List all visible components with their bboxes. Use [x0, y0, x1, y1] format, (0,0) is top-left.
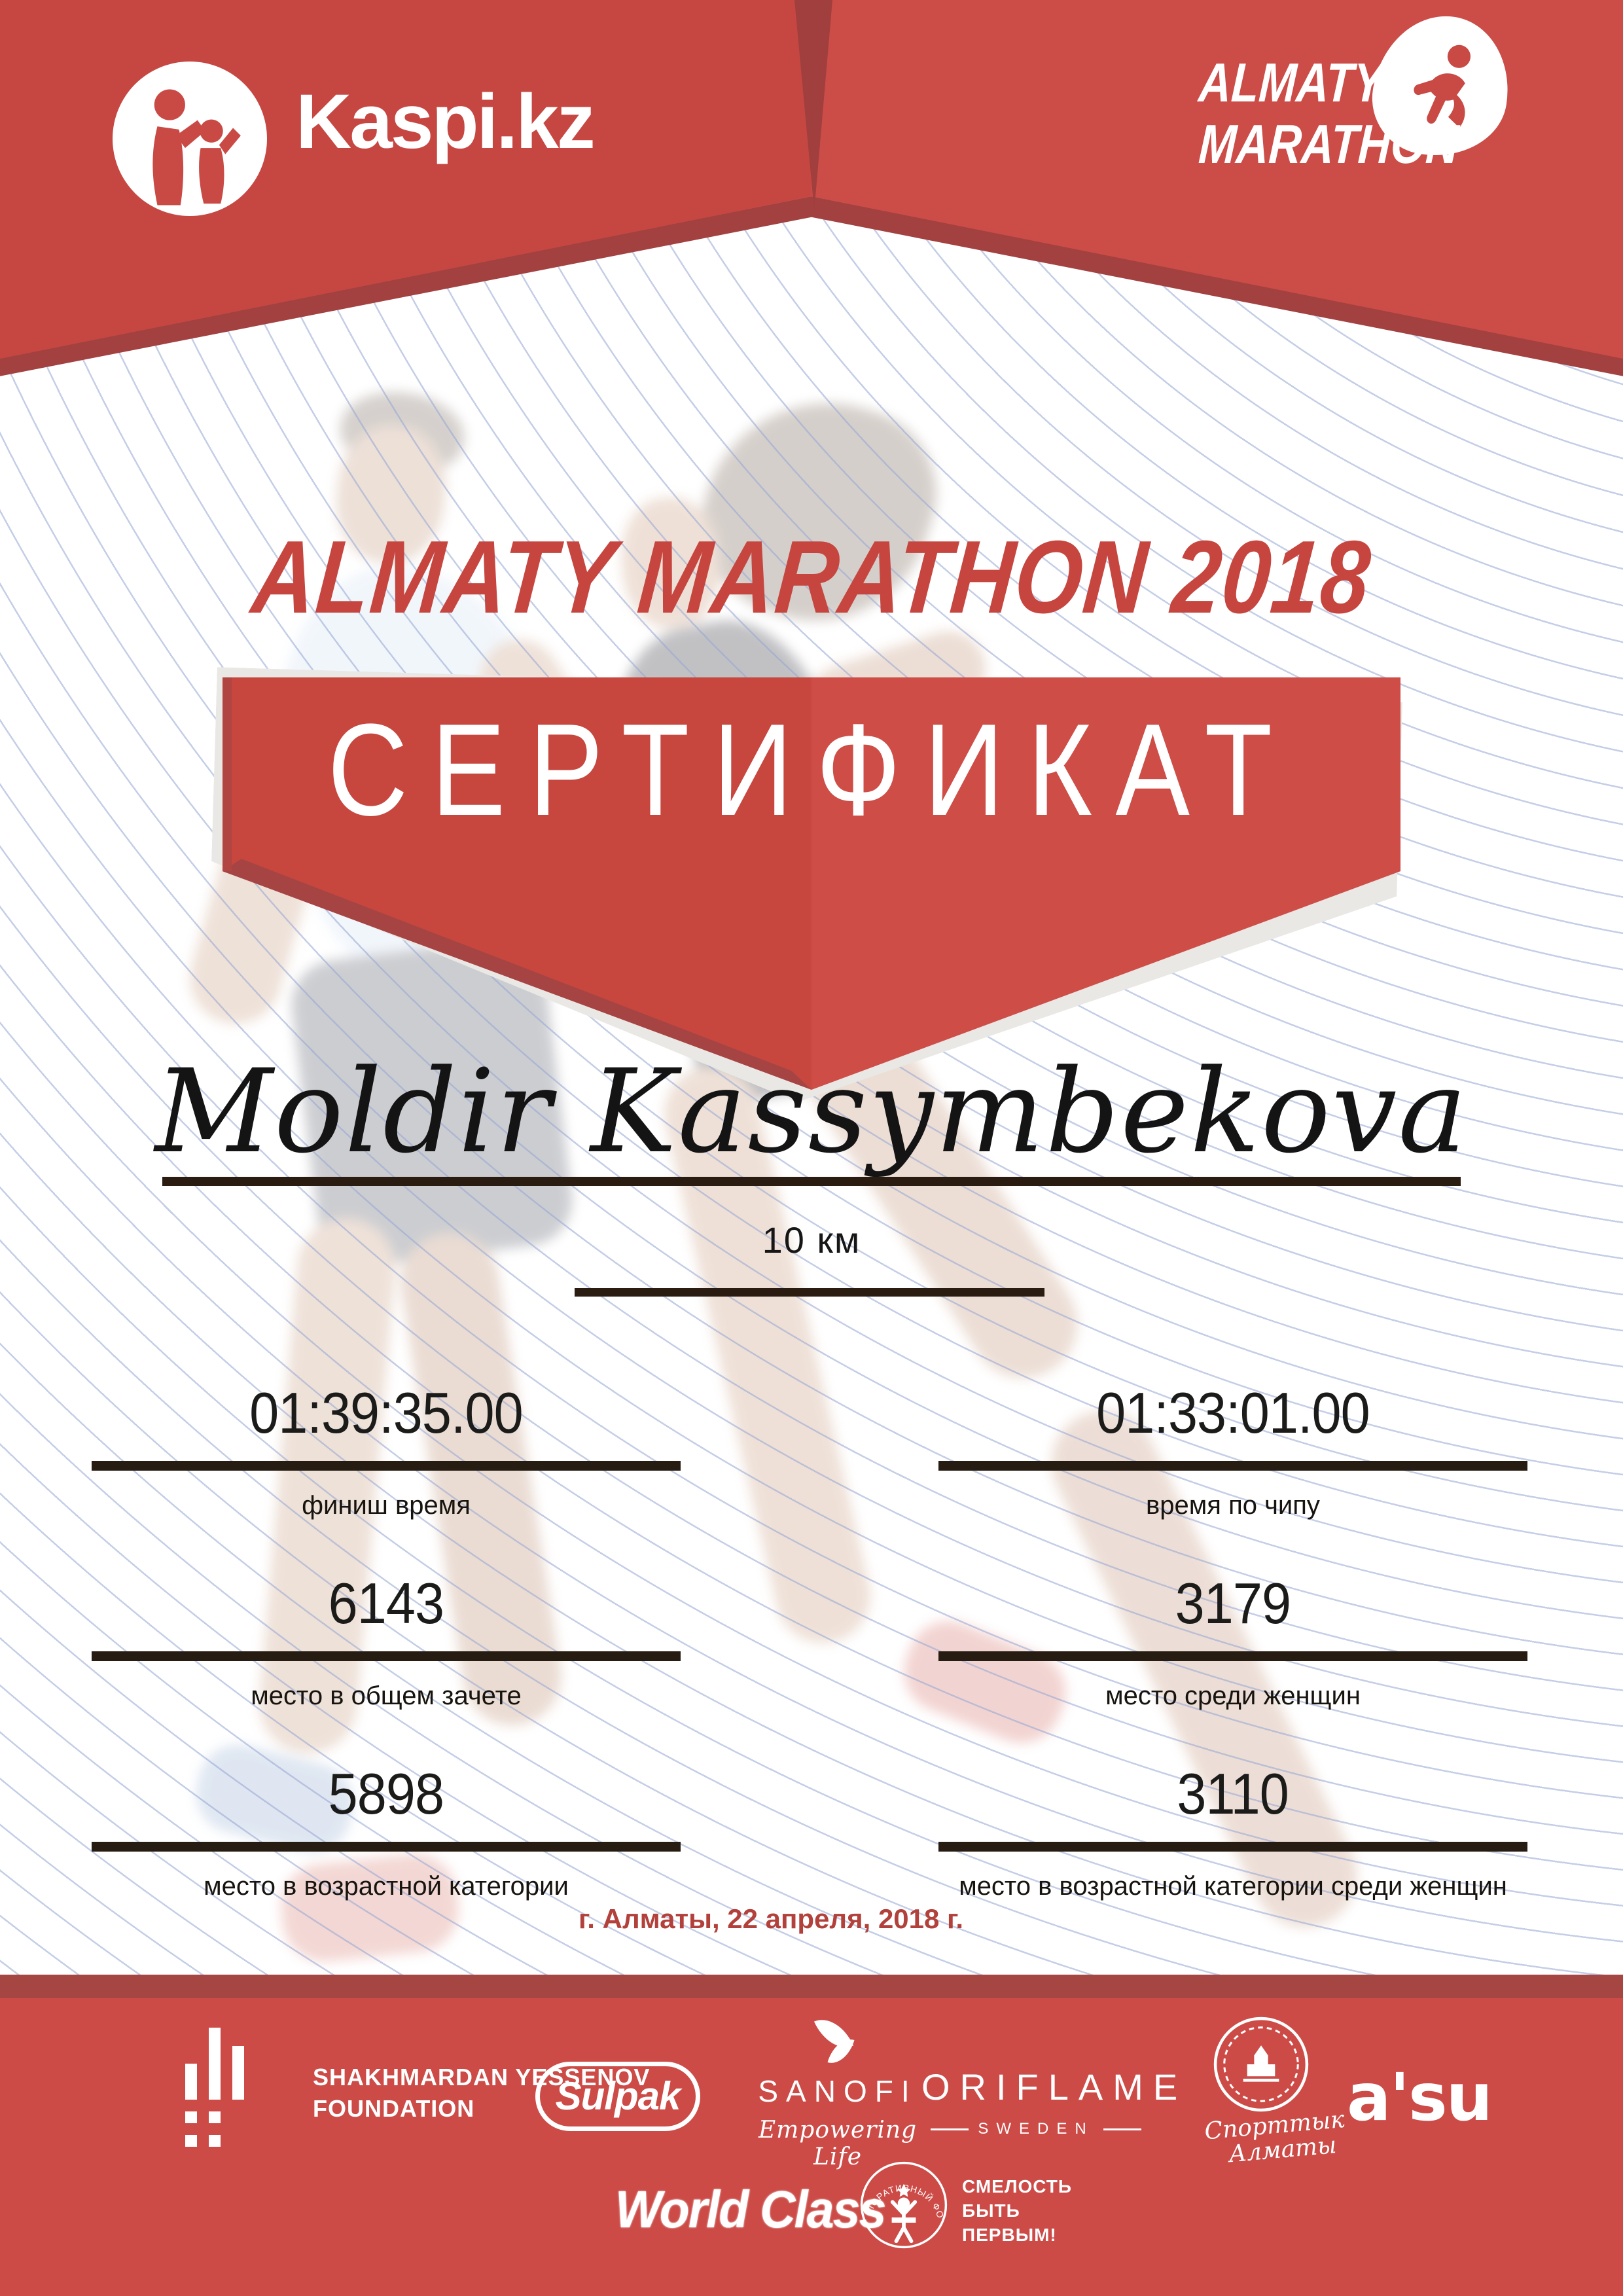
distance-underline	[575, 1288, 1044, 1297]
footer-top-strip	[0, 1975, 1623, 1998]
certificate-heading: СЕРТИФИКАТ	[327, 697, 1296, 843]
sport-almaty-logo: Спорттык Алматы	[1204, 2015, 1346, 2168]
stat-underline	[92, 1651, 681, 1661]
stat-women-place-label: место среди женщин	[1105, 1681, 1361, 1710]
stat-age-women-place: 3110	[1177, 1761, 1289, 1826]
stat-overall-place-label: место в общем зачете	[251, 1681, 522, 1710]
yessenov-foundation-icon	[185, 2028, 290, 2159]
stat-underline	[92, 1842, 681, 1852]
stat-overall-place: 6143	[328, 1571, 444, 1636]
city-date: г. Алматы, 22 апреля, 2018 г.	[579, 1903, 963, 1934]
stat-chip-time: 01:33:01.00	[1096, 1380, 1370, 1445]
participant-name: Moldir Kassymbekova	[154, 1045, 1469, 1179]
stat-chip-time-label: время по чипу	[1146, 1491, 1320, 1520]
distance: 10 км	[762, 1219, 861, 1261]
sulpak-logo: Sulpak	[535, 2062, 700, 2131]
kaspi-logo-icon	[113, 62, 267, 216]
event-title: ALMATY MARATHON 2018	[247, 520, 1376, 635]
stat-underline	[938, 1842, 1527, 1852]
stat-age-category-place-label: место в возрастной категории	[204, 1872, 569, 1901]
almaty-marathon-logo-line2: MARATHON	[1197, 113, 1461, 175]
runner-female-leg	[1033, 1393, 1375, 1945]
stat-finish-time: 01:39:35.00	[249, 1380, 523, 1445]
sanofi-bird-icon	[753, 2011, 923, 2071]
asu-logo: a'su	[1347, 2059, 1493, 2136]
almaty-marathon-logo-line1: ALMATY	[1197, 52, 1385, 113]
stat-underline	[938, 1651, 1527, 1661]
kaspi-logo-text: Kaspi.kz	[296, 79, 596, 165]
stat-women-place: 3179	[1175, 1571, 1291, 1636]
fund-logo-icon: КОРПОРАТИВНЫЙ ФОНД	[855, 2152, 949, 2250]
stat-age-women-place-label: место в возрастной категории среди женщи…	[959, 1872, 1507, 1901]
oriflame-logo: ORIFLAME SWEDEN	[921, 2066, 1188, 2138]
stat-age-category-place: 5898	[328, 1761, 444, 1826]
stat-finish-time-label: финиш время	[302, 1491, 471, 1520]
sanofi-logo: SANOFI Empowering Life	[753, 2011, 923, 2170]
world-class-logo: World Class	[615, 2180, 886, 2238]
fund-logo-text: СМЕЛОСТЬ БЫТЬ ПЕРВЫМ!	[962, 2176, 1073, 2245]
sport-almaty-emblem-icon	[1213, 2017, 1309, 2112]
runner-male-leg	[255, 1214, 400, 1757]
stat-underline	[92, 1461, 681, 1471]
stat-underline	[938, 1461, 1527, 1471]
